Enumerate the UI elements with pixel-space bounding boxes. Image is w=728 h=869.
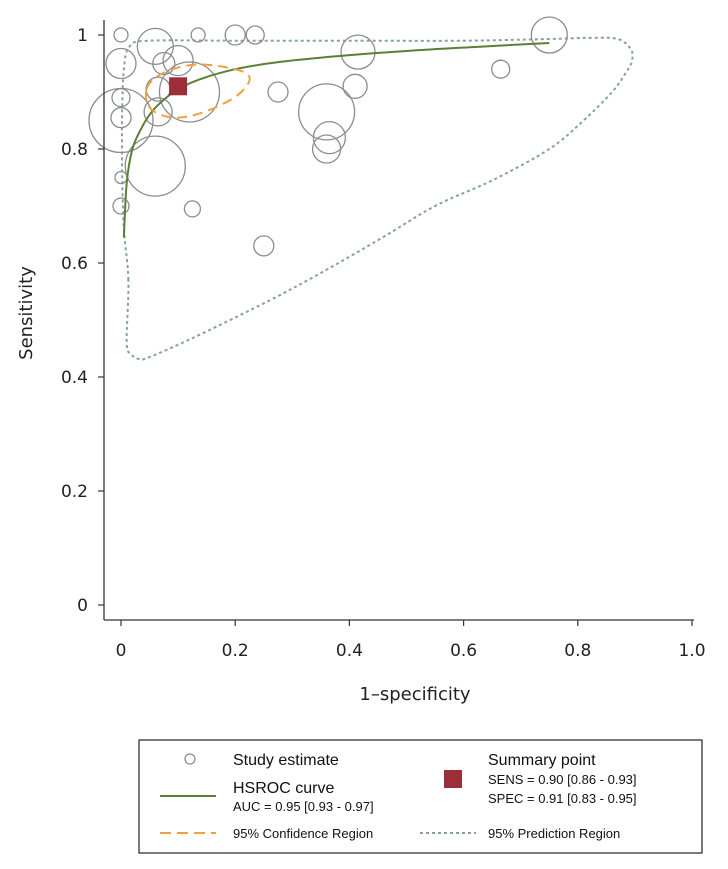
legend-confidence-label: 95% Confidence Region (233, 826, 373, 841)
y-tick-label: 1 (77, 26, 88, 46)
x-tick-label: 1.0 (678, 641, 705, 661)
study-estimate-1 (113, 27, 129, 43)
study-estimate-10 (340, 34, 376, 70)
x-tick-label: 0 (116, 641, 127, 661)
study-estimate-22 (311, 134, 342, 164)
study-estimate-20 (110, 107, 132, 129)
study-estimate-7 (105, 47, 137, 80)
study-estimate-21 (312, 120, 347, 155)
study-estimate-6 (530, 16, 568, 54)
legend: Study estimate HSROC curve AUC = 0.95 [0… (138, 739, 703, 854)
legend-auc: AUC = 0.95 [0.93 - 0.97] (233, 799, 374, 814)
study-estimate-26 (183, 200, 202, 218)
legend-study-label: Study estimate (233, 752, 339, 769)
legend-spec: SPEC = 0.91 [0.83 - 0.95] (488, 791, 637, 806)
study-estimate-11 (491, 59, 511, 79)
prediction-region (120, 36, 634, 361)
study-estimate-23 (124, 135, 186, 197)
legend-summary-label: Summary point (488, 752, 596, 769)
study-estimate-5 (245, 25, 265, 45)
axes: 1–specificity Sensitivity 0 0.2 0.4 0.6 0.8 1… (16, 20, 706, 705)
study-estimate-14 (111, 88, 131, 108)
study-estimate-16 (158, 61, 221, 123)
y-axis-title: Sensitivity (16, 266, 37, 360)
y-tick-label: 0.4 (61, 368, 88, 388)
x-tick-label: 0.8 (564, 641, 591, 661)
study-estimate-8 (162, 44, 194, 77)
y-tick-label: 0 (77, 596, 88, 616)
study-estimate-19 (88, 87, 154, 154)
study-estimate-13 (342, 73, 368, 99)
legend-hsroc-label: HSROC curve (233, 780, 334, 797)
study-estimate-27 (253, 235, 275, 257)
x-tick-label: 0.6 (450, 641, 477, 661)
study-estimate-2 (136, 27, 174, 66)
legend-summary-symbol (444, 770, 462, 788)
study-estimate-3 (190, 27, 206, 43)
x-axis-title: 1–specificity (359, 684, 471, 705)
legend-prediction-label: 95% Prediction Region (488, 826, 620, 841)
study-estimate-9 (152, 51, 176, 76)
y-tick-label: 0.6 (61, 254, 88, 274)
study-estimate-15 (267, 81, 289, 103)
y-tick-label: 0.2 (61, 482, 88, 502)
x-tick-label: 0.2 (222, 641, 249, 661)
study-estimate-4 (224, 24, 246, 46)
study-estimate-17 (143, 97, 173, 127)
summary-point (169, 77, 188, 96)
study-estimate-18 (297, 83, 356, 141)
x-tick-label: 0.4 (336, 641, 363, 661)
legend-study-symbol (184, 753, 196, 765)
study-estimate-24 (114, 170, 128, 185)
y-tick-label: 0.8 (61, 140, 88, 160)
legend-sens: SENS = 0.90 [0.86 - 0.93] (488, 772, 637, 787)
hsroc-curve (122, 42, 550, 238)
plot-area (88, 16, 634, 361)
confidence-region (145, 63, 251, 119)
legend-box (138, 739, 703, 854)
study-estimate-25 (112, 197, 130, 215)
